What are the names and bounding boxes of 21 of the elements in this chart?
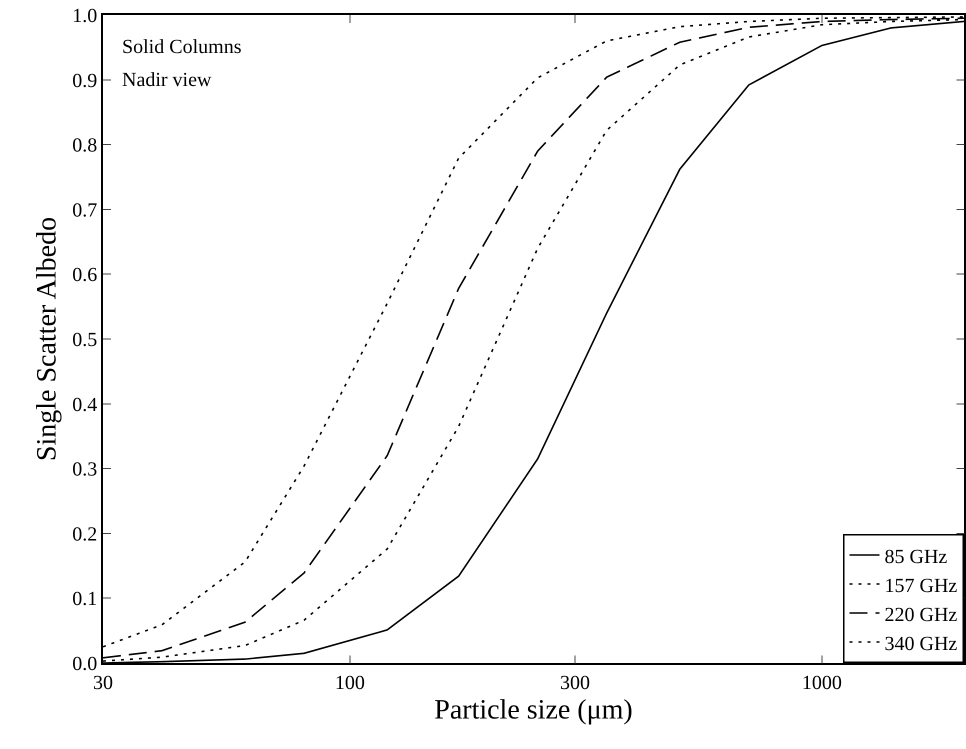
legend-label: 340 GHz: [884, 632, 958, 655]
y-tick-label: 1.0: [72, 5, 98, 27]
y-axis-title: Single Scatter Albedo: [31, 216, 62, 462]
y-tick-label: 0.8: [72, 134, 98, 157]
legend-label: 220 GHz: [884, 604, 958, 626]
y-tick-label: 0.9: [72, 70, 98, 92]
x-tick-label: 1000: [802, 672, 842, 694]
annotation: Nadir view: [122, 69, 212, 91]
y-tick-label: 0.3: [72, 458, 98, 481]
y-tick-label: 0.5: [72, 329, 98, 351]
annotation: Solid Columns: [122, 36, 242, 58]
y-tick-label: 0.6: [72, 264, 98, 286]
x-tick-label: 100: [334, 672, 365, 694]
y-tick-label: 0.2: [72, 523, 98, 546]
y-tick-label: 0.1: [72, 588, 98, 610]
x-axis-title: Particle size (μm): [434, 694, 633, 726]
y-tick-label: 0.7: [72, 199, 98, 222]
legend-label: 85 GHz: [884, 546, 948, 568]
legend-label: 157 GHz: [884, 574, 958, 597]
y-tick-label: 0.4: [72, 394, 98, 416]
x-tick-label: 300: [560, 672, 590, 694]
